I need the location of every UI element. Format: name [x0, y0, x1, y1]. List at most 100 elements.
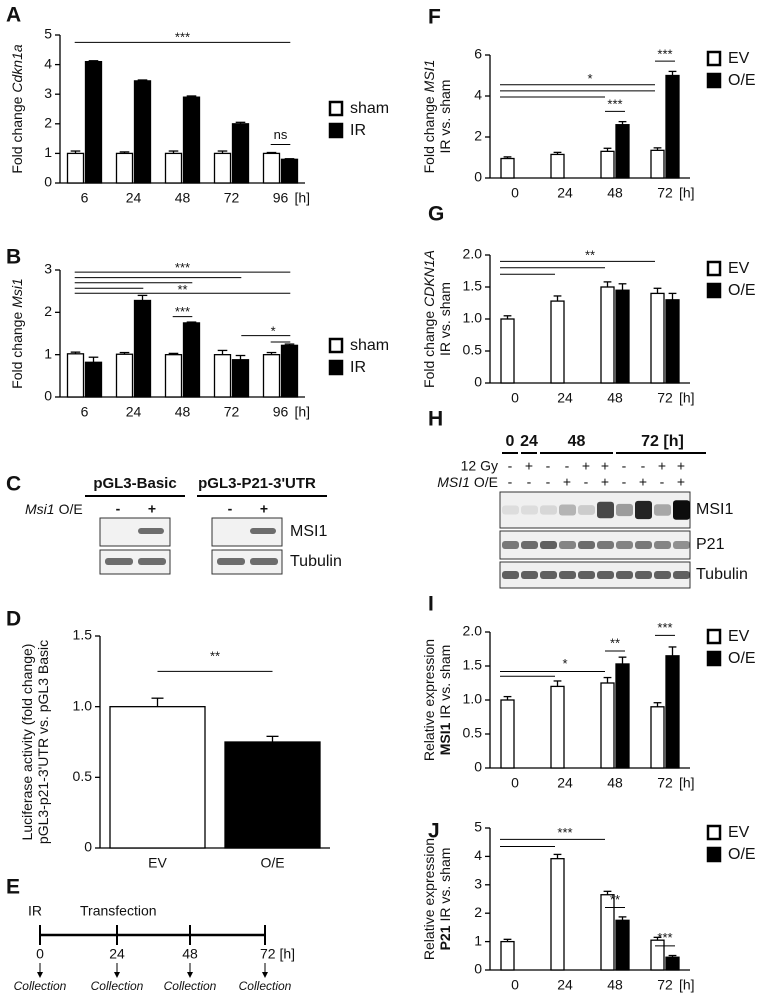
blot-band — [540, 541, 557, 549]
blot-band — [138, 558, 166, 565]
legend-label: O/E — [728, 72, 756, 89]
bar — [224, 741, 321, 849]
y-tick-label: 3 — [44, 261, 52, 277]
timeline-tick-label: 48 — [182, 946, 198, 962]
y-tick-label: 4 — [474, 847, 482, 863]
x-tick-label: 96 — [273, 190, 289, 206]
x-tick-label: 48 — [607, 775, 623, 791]
x-tick-label: 72 — [224, 404, 240, 420]
y-tick-label: 1.5 — [463, 278, 483, 294]
y-axis-label: Fold change MSI1 — [421, 60, 437, 174]
blot-band — [250, 528, 276, 534]
x-tick-label: 96 — [273, 404, 289, 420]
x-tick-label: 72 — [224, 190, 240, 206]
blot-frame — [499, 530, 691, 560]
blot-band — [597, 501, 614, 519]
legend-swatch — [706, 282, 722, 299]
panel-label: I — [428, 593, 434, 616]
lane-sign: + — [677, 458, 685, 474]
row-suffix: O/E — [59, 501, 83, 517]
blot-band — [540, 571, 557, 579]
blot-frame — [499, 491, 691, 529]
legend-swatch — [706, 846, 722, 863]
x-tick-label: 24 — [557, 185, 573, 201]
legend-label: EV — [728, 50, 750, 67]
error-bar — [137, 294, 148, 301]
significance-label: *** — [175, 304, 190, 319]
error-bar — [653, 147, 662, 151]
significance-label: *** — [657, 620, 672, 635]
legend-swatch — [706, 650, 722, 667]
y-tick-label: 1.0 — [463, 310, 483, 326]
y-axis-label-part: Relative expression — [421, 639, 437, 761]
y-axis-label: P21 IR vs. sham — [437, 848, 453, 951]
y-axis-label: IR vs. sham — [437, 282, 453, 356]
legend-swatch — [328, 359, 344, 376]
blot-band — [654, 541, 671, 549]
y-axis-label: MSI1 IR vs. sham — [437, 645, 453, 756]
legend-swatch — [706, 824, 722, 841]
event-label: Transfection — [80, 903, 157, 919]
x-unit: [h] — [679, 977, 695, 993]
row-suffix: O/E — [474, 474, 498, 490]
y-axis-label-part: MSI1 — [437, 722, 453, 755]
panel-label: H — [428, 408, 443, 431]
bar — [600, 150, 615, 179]
error-bar — [668, 954, 677, 958]
y-tick-label: 0 — [44, 174, 52, 190]
error-bar — [70, 150, 81, 154]
legend-swatch — [328, 337, 344, 354]
error-bar — [503, 156, 512, 159]
y-axis-label-part: pGL3-p21-3'UTR vs. pGL3 Basic — [35, 640, 51, 844]
bar — [133, 80, 152, 184]
bar — [615, 919, 630, 971]
bar — [600, 682, 615, 769]
legend-label: EV — [728, 260, 750, 277]
legend-label: sham — [350, 337, 389, 354]
lane-sign: + — [563, 474, 571, 490]
x-tick-label: 0 — [511, 390, 519, 406]
bar — [109, 706, 206, 849]
blot-band — [635, 500, 652, 520]
lane-sign: - — [622, 458, 627, 474]
blot-band — [521, 505, 538, 515]
error-bar — [217, 150, 228, 154]
significance-label: ** — [177, 282, 187, 297]
blot-band — [673, 541, 690, 549]
error-bar — [503, 695, 512, 700]
y-tick-label: 1 — [44, 144, 52, 160]
y-tick-label: 0.5 — [463, 725, 483, 741]
row-gene: MSI1 — [437, 474, 470, 490]
error-bar — [603, 890, 612, 895]
lane-sign: - — [660, 474, 665, 490]
lane-sign: - — [508, 474, 513, 490]
y-tick-label: 0 — [474, 374, 482, 390]
panel-label: G — [428, 203, 444, 226]
y-axis-label: Fold change CDKN1A — [421, 250, 437, 388]
y-tick-label: 0 — [474, 169, 482, 185]
blot-band — [578, 505, 595, 515]
legend-swatch — [706, 50, 722, 67]
y-axis-label-part: IR vs. sham — [437, 80, 453, 154]
row-label: MSI1 O/E — [437, 474, 498, 490]
error-bar — [668, 292, 677, 300]
y-tick-label: 2.0 — [463, 246, 483, 262]
x-tick-label: 72 — [657, 775, 673, 791]
blot-band — [521, 541, 538, 549]
bar — [84, 361, 103, 398]
blot-band — [559, 571, 576, 579]
error-bar — [653, 287, 662, 294]
x-tick-label: 24 — [557, 775, 573, 791]
error-bar — [70, 351, 81, 354]
bar — [164, 152, 183, 184]
bar — [665, 299, 680, 384]
y-tick-label: 3 — [44, 85, 52, 101]
bar — [665, 655, 680, 769]
error-bar — [603, 676, 612, 683]
error-bar — [266, 735, 279, 742]
x-tick-label: EV — [148, 855, 167, 871]
x-tick-label: 48 — [607, 977, 623, 993]
blot-band — [635, 541, 652, 549]
error-bar — [168, 150, 179, 154]
blot-band — [559, 541, 576, 549]
